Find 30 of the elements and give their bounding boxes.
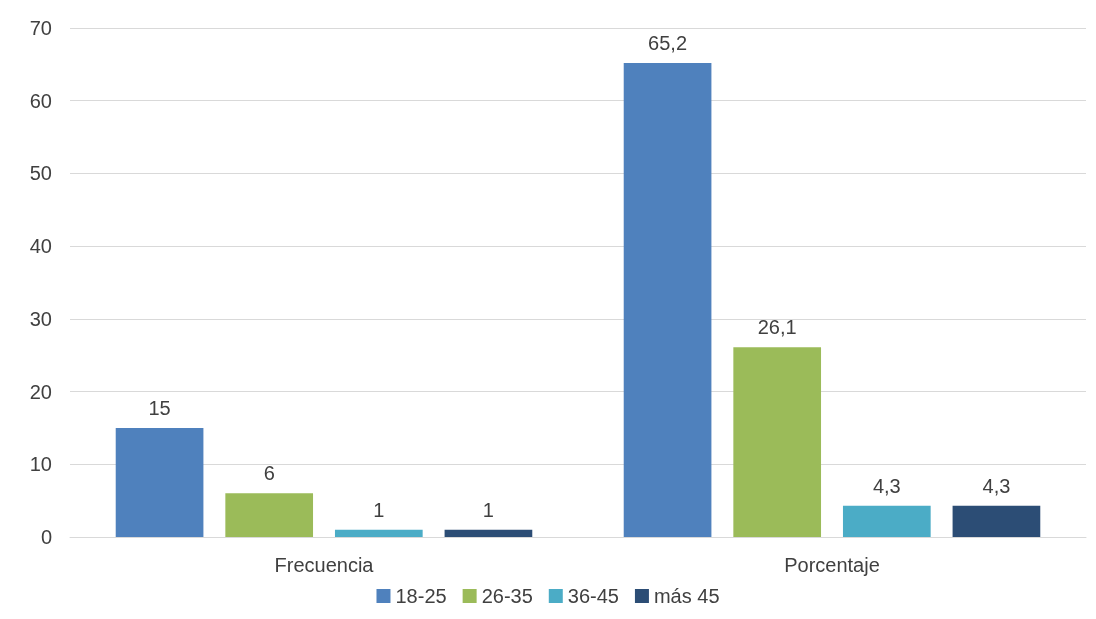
bar (334, 529, 423, 537)
data-label: 1 (373, 498, 385, 521)
data-label: 26,1 (757, 316, 797, 339)
bar (842, 505, 931, 537)
bar (115, 427, 204, 537)
data-label: 1 (482, 498, 494, 521)
bar (444, 529, 533, 537)
data-label: 15 (148, 396, 171, 419)
x-tick-label: Porcentaje (784, 554, 880, 576)
y-tick-label: 70 (29, 17, 52, 39)
legend-label: 26-35 (481, 585, 533, 607)
y-tick-label: 40 (29, 235, 52, 258)
y-tick-label: 60 (29, 89, 52, 112)
bar (952, 505, 1041, 537)
legend-label: 36-45 (567, 585, 619, 607)
data-label: 4,3 (872, 474, 901, 497)
y-tick-label: 30 (29, 307, 52, 330)
bar (733, 347, 822, 537)
y-tick-label: 20 (29, 380, 52, 403)
x-tick-label: Frecuencia (274, 554, 375, 576)
data-label: 65,2 (648, 31, 688, 54)
legend-label: más 45 (653, 585, 720, 607)
data-label: 4,3 (982, 474, 1011, 497)
y-tick-label: 50 (29, 162, 52, 185)
bar (225, 493, 314, 537)
bar (623, 62, 712, 537)
legend-label: 18-25 (395, 585, 447, 607)
data-label: 6 (263, 462, 275, 485)
y-tick-label: 10 (29, 453, 52, 476)
y-tick-label: 0 (40, 526, 52, 548)
